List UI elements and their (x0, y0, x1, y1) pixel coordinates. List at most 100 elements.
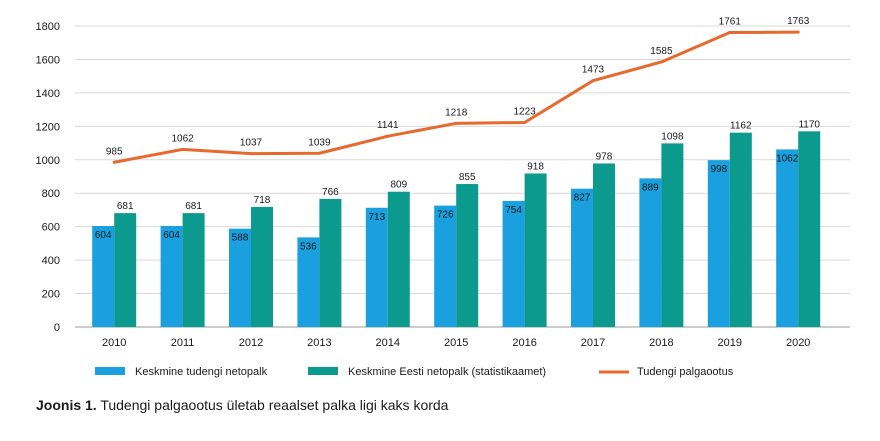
bar-estonia (182, 213, 205, 327)
bar-data-label: 766 (322, 187, 339, 198)
y-tick-label: 1000 (36, 155, 60, 167)
bar-estonia (114, 213, 137, 327)
bar-data-label: 718 (254, 195, 271, 206)
line-data-label: 1062 (171, 133, 194, 144)
bar-data-label: 604 (163, 230, 180, 241)
bar-data-label: 1098 (661, 131, 684, 142)
line-data-label: 1218 (445, 107, 468, 118)
line-data-label: 1763 (787, 16, 810, 27)
line-data-label: 1223 (513, 106, 536, 117)
bar-estonia (387, 191, 410, 327)
x-tick-label: 2010 (102, 337, 126, 349)
x-tick-label: 2014 (376, 337, 400, 349)
line-point (523, 120, 527, 124)
line-data-label: 985 (106, 146, 123, 157)
caption-label: Joonis 1. (36, 397, 97, 413)
bar-student (434, 205, 457, 327)
line-point (591, 79, 595, 83)
line-point (454, 121, 458, 125)
bar-estonia (251, 206, 273, 327)
expectation-polyline (113, 30, 799, 164)
bar-student (92, 225, 115, 327)
legend-label: Keskmine Eesti netopalk (statistikaamet) (348, 366, 546, 378)
line-data-label: 1141 (377, 120, 399, 131)
bar-data-label: 681 (117, 201, 134, 212)
bar-student (571, 188, 593, 327)
bar-data-label: 827 (574, 193, 591, 204)
y-tick-label: 200 (42, 289, 60, 301)
bar-data-label: 713 (368, 212, 385, 223)
line-data-label: 1761 (719, 17, 742, 28)
bar-student (365, 207, 388, 327)
legend-swatch (308, 367, 338, 375)
y-tick-label: 0 (54, 322, 60, 334)
y-tick-label: 600 (42, 222, 60, 234)
x-axis: 2010 2011 2012 2013 2014 2015 2016 2017 2018 2019… (102, 337, 810, 349)
bar-student (160, 225, 183, 327)
bar-data-label: 536 (300, 241, 317, 252)
bar-estonia (798, 131, 821, 327)
bar-data-label: 855 (459, 172, 476, 183)
figure-caption: Joonis 1. Tudengi palgaootus ületab reaa… (36, 397, 448, 413)
y-tick-label: 1800 (36, 21, 60, 33)
bar-estonia (593, 163, 615, 327)
bar-data-label: 588 (232, 233, 249, 244)
line-data-label: 1473 (582, 65, 605, 76)
bar-data-label: 998 (710, 164, 727, 175)
bar-estonia (524, 173, 547, 327)
line-point (112, 160, 116, 164)
legend-swatch (95, 367, 125, 375)
line-point (728, 31, 732, 35)
bar-data-label: 754 (505, 205, 522, 216)
line-data-label: 1037 (240, 138, 263, 149)
y-tick-label: 1200 (36, 121, 60, 133)
bar-data-label: 1162 (730, 121, 752, 132)
bar-student (639, 178, 662, 327)
bar-student (229, 228, 251, 327)
bar-data-label: 726 (437, 210, 454, 221)
legend-label: Tudengi palgaootus (637, 366, 734, 378)
legend-label: Keskmine tudengi netopalk (135, 366, 268, 378)
bar-estonia (456, 184, 479, 327)
data-labels: 604 681 604 681 588 718 536 766 713 809 726 855 754 9… (95, 16, 821, 252)
bar-estonia (661, 143, 684, 327)
line-point (317, 151, 321, 155)
x-tick-label: 2016 (512, 337, 536, 349)
y-tick-label: 1400 (36, 88, 60, 100)
line-point (659, 60, 663, 64)
bar-data-label: 1170 (798, 119, 820, 130)
x-tick-label: 2012 (239, 337, 263, 349)
line-point (181, 147, 185, 151)
y-tick-label: 400 (42, 255, 60, 267)
bar-data-label: 1062 (776, 153, 799, 164)
caption-text: Tudengi palgaootus ületab reaalset palka… (96, 397, 449, 413)
y-tick-label: 1600 (36, 54, 60, 66)
x-tick-label: 2020 (786, 337, 810, 349)
bar-data-label: 604 (95, 230, 112, 241)
legend: Keskmine tudengi netopalk Keskmine Eesti … (95, 366, 734, 378)
bar-student (776, 149, 799, 327)
line-data-label: 1039 (308, 137, 331, 148)
x-tick-label: 2013 (307, 337, 331, 349)
line-point (796, 30, 800, 34)
bar-data-label: 681 (185, 201, 202, 212)
line-data-label: 1585 (650, 46, 673, 57)
x-tick-label: 2017 (581, 337, 605, 349)
line-point (249, 152, 253, 156)
x-tick-label: 2011 (171, 337, 195, 349)
x-tick-label: 2018 (649, 337, 673, 349)
bar-data-label: 918 (527, 161, 544, 172)
bar-estonia (729, 132, 752, 327)
x-tick-label: 2019 (718, 337, 742, 349)
bar-student (502, 200, 525, 327)
y-axis: 0 200 400 600 800 1000 1200 1400 1600 1800 (36, 21, 60, 334)
bar-data-label: 978 (596, 151, 613, 162)
bars (92, 131, 821, 327)
x-tick-label: 2015 (444, 337, 468, 349)
bar-estonia (319, 198, 342, 327)
bar-student (297, 237, 320, 327)
bar-student (707, 160, 730, 327)
line-point (386, 134, 390, 138)
expectation-line (112, 30, 800, 164)
